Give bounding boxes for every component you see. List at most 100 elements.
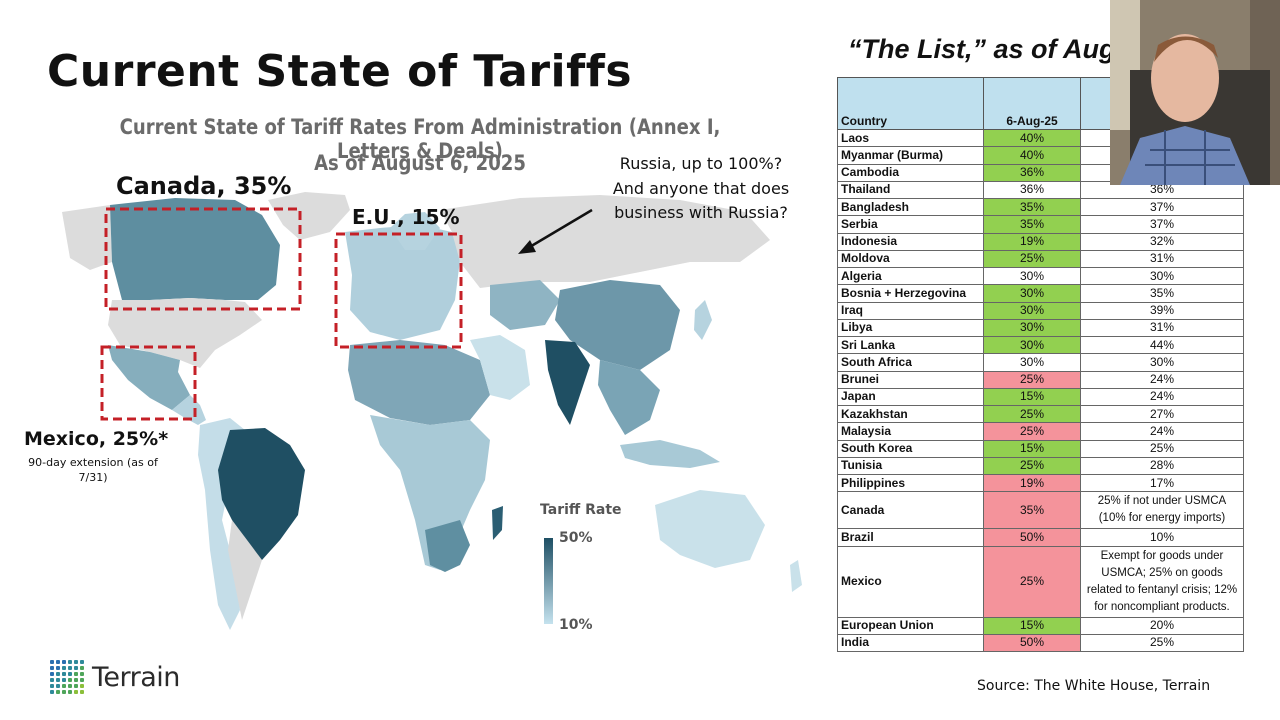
country-cell: Mexico: [837, 545, 984, 618]
table-row: Brunei 25% 24%: [837, 370, 1244, 389]
country-cell: Brunei: [837, 370, 984, 389]
prior-rate-cell: 10%: [1080, 528, 1244, 547]
logo-dot: [74, 672, 78, 676]
brazil-shape: [218, 428, 305, 560]
table-row: Iraq 30% 39%: [837, 301, 1244, 320]
tariff-list-table: Country 6-Aug-25 Laos 40% Myanmar (Burma) 4…: [837, 77, 1244, 653]
table-row: Tunisia 25% 28%: [837, 456, 1244, 476]
japan-shape: [694, 300, 712, 340]
terrain-logo: Terrain: [50, 660, 180, 694]
rate-cell: 35%: [983, 491, 1081, 530]
logo-dot: [50, 672, 54, 676]
rate-cell: 25%: [983, 422, 1081, 441]
logo-dot: [62, 660, 66, 664]
presenter-webcam-video: [1110, 0, 1280, 185]
header-6-aug-25: 6-Aug-25: [983, 77, 1081, 130]
eu-highlight-box: [334, 232, 463, 349]
logo-dot: [68, 678, 72, 682]
rate-cell: 15%: [983, 439, 1081, 458]
prior-rate-cell: Exempt for goods under USMCA; 25% on goo…: [1080, 545, 1244, 618]
rate-cell: 50%: [983, 528, 1081, 547]
rate-cell: 30%: [983, 284, 1081, 303]
logo-dot: [50, 666, 54, 670]
country-cell: Japan: [837, 387, 984, 407]
southern-africa: [425, 520, 470, 572]
country-cell: Myanmar (Burma): [837, 146, 984, 165]
list-title: “The List,” as of Aug: [848, 34, 1116, 64]
southern-cone: [228, 520, 262, 620]
prior-rate-cell: 24%: [1080, 387, 1244, 407]
mexico-shape: [108, 345, 190, 410]
logo-dot: [74, 684, 78, 688]
logo-dot: [74, 660, 78, 664]
russia-callout-line1: Russia, up to 100%?: [619, 154, 783, 173]
table-row: Japan 15% 24%: [837, 387, 1244, 407]
logo-dot: [62, 678, 66, 682]
table-row: Libya 30% 31%: [837, 318, 1244, 338]
logo-dot: [56, 660, 60, 664]
table-row: Brazil 50% 10%: [837, 528, 1244, 547]
prior-rate-cell: 20%: [1080, 616, 1244, 635]
country-cell: Indonesia: [837, 232, 984, 251]
country-cell: South Korea: [837, 439, 984, 458]
indonesia-shape: [620, 440, 720, 468]
rate-cell: 19%: [983, 473, 1081, 493]
table-row: South Africa 30% 30%: [837, 353, 1244, 372]
rate-cell: 25%: [983, 456, 1081, 476]
slide-title: Current State of Tariffs: [47, 46, 633, 97]
logo-dot: [74, 678, 78, 682]
logo-dot: [68, 672, 72, 676]
prior-rate-cell: 24%: [1080, 422, 1244, 441]
table-row: Mexico 25% Exempt for goods under USMCA; 2…: [837, 545, 1244, 618]
legend-gradient-bar: [544, 538, 553, 624]
country-cell: European Union: [837, 616, 984, 635]
prior-rate-cell: 37%: [1080, 197, 1244, 217]
table-row: Indonesia 19% 32%: [837, 232, 1244, 251]
logo-dot: [56, 666, 60, 670]
russia-arrow-head: [518, 240, 536, 254]
russia-callout-line2: And anyone that does: [612, 178, 790, 198]
table-row: Bangladesh 35% 37%: [837, 197, 1244, 217]
country-cell: Laos: [837, 128, 984, 148]
country-cell: South Africa: [837, 353, 984, 372]
source-note: Source: The White House, Terrain: [977, 678, 1211, 694]
rate-cell: 30%: [983, 301, 1081, 320]
rate-cell: 36%: [983, 163, 1081, 182]
prior-rate-cell: 44%: [1080, 335, 1244, 355]
logo-dot: [68, 666, 72, 670]
logo-dot: [68, 684, 72, 688]
country-cell: Cambodia: [837, 163, 984, 182]
logo-dot: [68, 690, 72, 694]
map-title: Current State of Tariff Rates From Admin…: [119, 115, 721, 163]
rate-cell: 40%: [983, 128, 1081, 148]
rate-cell: 30%: [983, 353, 1081, 372]
map-date: As of August 6, 2025: [314, 151, 526, 175]
new-zealand: [790, 560, 802, 592]
logo-dot: [80, 672, 84, 676]
logo-dot: [80, 660, 84, 664]
prior-rate-cell: 37%: [1080, 215, 1244, 234]
rate-cell: 35%: [983, 215, 1081, 234]
russia-shape: [440, 195, 770, 288]
alaska: [62, 205, 112, 270]
country-cell: Serbia: [837, 215, 984, 234]
logo-dot: [62, 690, 66, 694]
logo-dot: [80, 684, 84, 688]
rate-cell: 25%: [983, 249, 1081, 269]
middle-east: [470, 335, 530, 400]
country-cell: Brazil: [837, 528, 984, 547]
rate-cell: 19%: [983, 232, 1081, 251]
greenland: [268, 192, 350, 240]
prior-rate-cell: 25%: [1080, 633, 1244, 653]
rate-cell: 30%: [983, 266, 1081, 286]
terrain-logo-text: Terrain: [92, 661, 180, 693]
rate-cell: 25%: [983, 404, 1081, 424]
prior-rate-cell: 31%: [1080, 318, 1244, 338]
country-cell: Algeria: [837, 266, 984, 286]
logo-dot: [80, 666, 84, 670]
mexico-callout: Mexico, 25%*: [24, 428, 169, 450]
table-row: Serbia 35% 37%: [837, 215, 1244, 234]
logo-dot: [56, 672, 60, 676]
central-asia: [490, 280, 560, 330]
eu-callout: E.U., 15%: [352, 205, 460, 229]
